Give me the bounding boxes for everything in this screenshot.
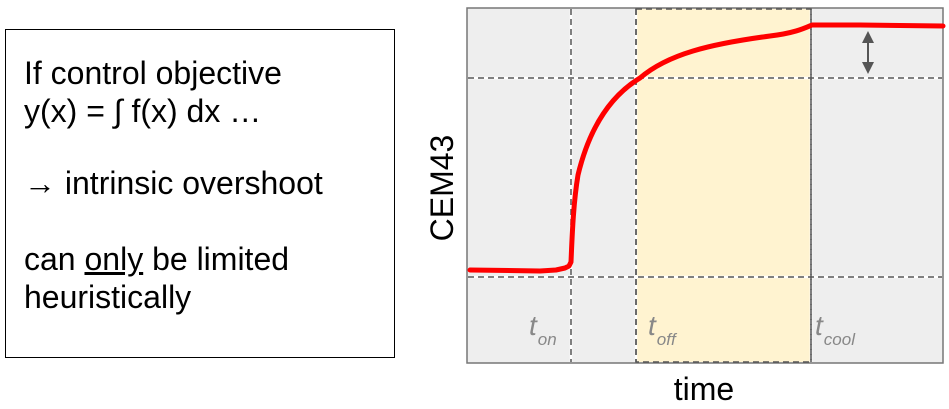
- text-line-3: → intrinsic overshoot: [24, 165, 323, 201]
- text-line-4-post: be limited: [143, 241, 290, 277]
- x-axis-label: time: [674, 371, 734, 407]
- heating-window: [636, 9, 811, 362]
- text-line-4: can only be limited: [24, 240, 376, 278]
- underlined-word: only: [84, 241, 144, 277]
- text-line-5: heuristically: [24, 279, 192, 315]
- text-line-1: If control objective: [24, 55, 282, 91]
- dashed-guides: [468, 8, 942, 363]
- t-cool-label: tcool: [815, 310, 856, 349]
- cem43-curve: [467, 22, 946, 274]
- text-line-2: y(x) = ∫ f(x) dx …: [24, 93, 262, 129]
- explanation-box: If control objective y(x) = ∫ f(x) dx … …: [5, 29, 395, 358]
- window-outline: [635, 8, 812, 363]
- overshoot-arrow: [862, 31, 874, 74]
- y-axis-label: CEM43: [424, 135, 460, 242]
- t-off-label: toff: [648, 310, 678, 349]
- t-on-label: ton: [529, 310, 557, 349]
- text-line-4-pre: can: [24, 241, 85, 277]
